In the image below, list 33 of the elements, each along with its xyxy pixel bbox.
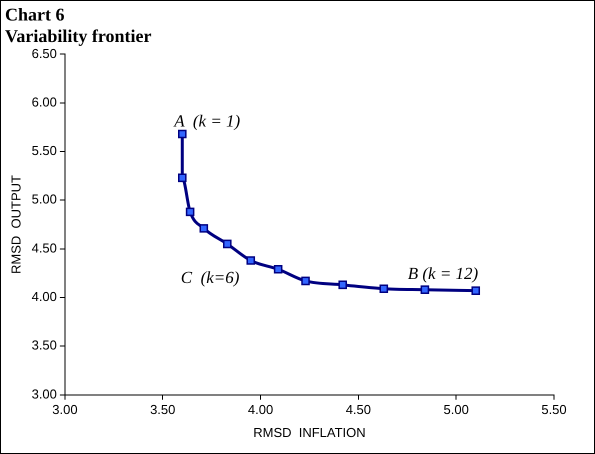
annotation: A (k = 1) (173, 111, 241, 130)
y-axis-title: RMSD OUTPUT (8, 174, 24, 274)
point (200, 224, 208, 233)
y-tick-label: 3.00 (32, 386, 57, 402)
point (246, 256, 256, 265)
y-tick-label: 3.50 (32, 338, 57, 353)
point (222, 240, 232, 248)
chart-subtitle: Variability frontier (5, 26, 152, 46)
annotation: C (k=6) (180, 268, 240, 287)
x-tick-label: 4.00 (248, 402, 274, 418)
point (274, 264, 282, 274)
point (178, 174, 187, 182)
y-tick-label: 4.00 (32, 289, 57, 304)
x-tick-label: 4.50 (346, 402, 372, 418)
point (338, 280, 347, 290)
y-tick-label: 5.50 (32, 143, 57, 158)
point (186, 208, 194, 216)
point (178, 130, 187, 138)
y-tick-label: 6.50 (32, 46, 57, 61)
annotation: B (k = 12) (408, 264, 479, 284)
point (420, 285, 430, 294)
x-tick-label: 3.50 (150, 402, 176, 418)
x-axis-title: RMSD INFLATION (253, 424, 366, 440)
point (301, 276, 310, 286)
x-tick-label: 5.50 (541, 402, 567, 418)
y-tick-label: 5.00 (32, 192, 57, 207)
chart-title: Chart 6 (5, 4, 64, 24)
y-tick-label: 6.00 (32, 94, 57, 110)
y-tick-label: 4.50 (32, 240, 57, 256)
point (380, 284, 388, 294)
x-tick-label: 3.00 (52, 402, 78, 418)
point (471, 286, 480, 295)
x-tick-label: 5.00 (444, 402, 469, 418)
